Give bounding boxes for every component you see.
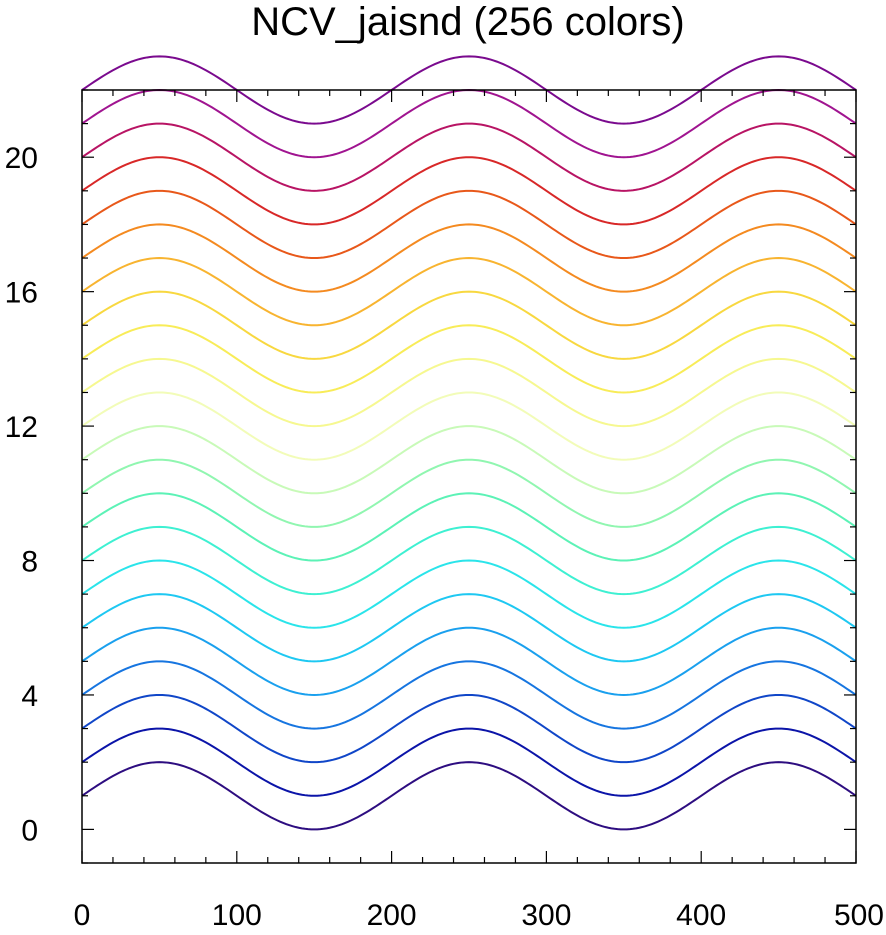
series-line-2 bbox=[81, 727, 857, 797]
x-tick-label: 500 bbox=[834, 899, 884, 932]
y-tick-label: 4 bbox=[21, 680, 38, 713]
series-line-15 bbox=[81, 290, 857, 360]
series-line-5 bbox=[81, 626, 857, 696]
x-tick-label: 400 bbox=[676, 899, 726, 932]
series-line-13 bbox=[81, 357, 857, 428]
y-tick-label: 16 bbox=[5, 277, 38, 310]
y-tick-label: 20 bbox=[5, 142, 38, 175]
x-tick-label: 300 bbox=[521, 899, 571, 932]
series-line-3 bbox=[81, 693, 857, 764]
series-line-6 bbox=[81, 593, 857, 663]
series-line-14 bbox=[81, 324, 857, 394]
series-line-20 bbox=[81, 122, 857, 192]
x-tick-label: 0 bbox=[74, 899, 91, 932]
series-line-17 bbox=[81, 223, 857, 293]
tick-labels: 0 100 200 300 400 500 0 4 8 12 16 20 bbox=[5, 142, 884, 932]
series-line-4 bbox=[81, 660, 857, 730]
series-line-7 bbox=[81, 559, 857, 629]
plot-frame bbox=[81, 89, 857, 864]
x-tick-label: 200 bbox=[367, 899, 417, 932]
series-line-19 bbox=[81, 156, 857, 226]
series-line-10 bbox=[81, 458, 857, 528]
chart-title: NCV_jaisnd (256 colors) bbox=[251, 0, 685, 44]
y-tick-label: 12 bbox=[5, 411, 38, 444]
y-tick-label: 8 bbox=[21, 546, 38, 579]
x-tick-label: 100 bbox=[212, 899, 262, 932]
series-line-1 bbox=[81, 761, 857, 831]
series-group bbox=[81, 55, 857, 831]
series-line-22 bbox=[81, 55, 857, 125]
series-line-9 bbox=[81, 492, 857, 562]
series-line-16 bbox=[81, 257, 857, 327]
series-line-11 bbox=[81, 425, 857, 495]
series-line-18 bbox=[81, 189, 857, 260]
y-tick-label: 0 bbox=[21, 814, 38, 847]
series-line-12 bbox=[81, 391, 857, 461]
axis-ticks bbox=[81, 89, 857, 864]
series-line-8 bbox=[81, 525, 857, 596]
